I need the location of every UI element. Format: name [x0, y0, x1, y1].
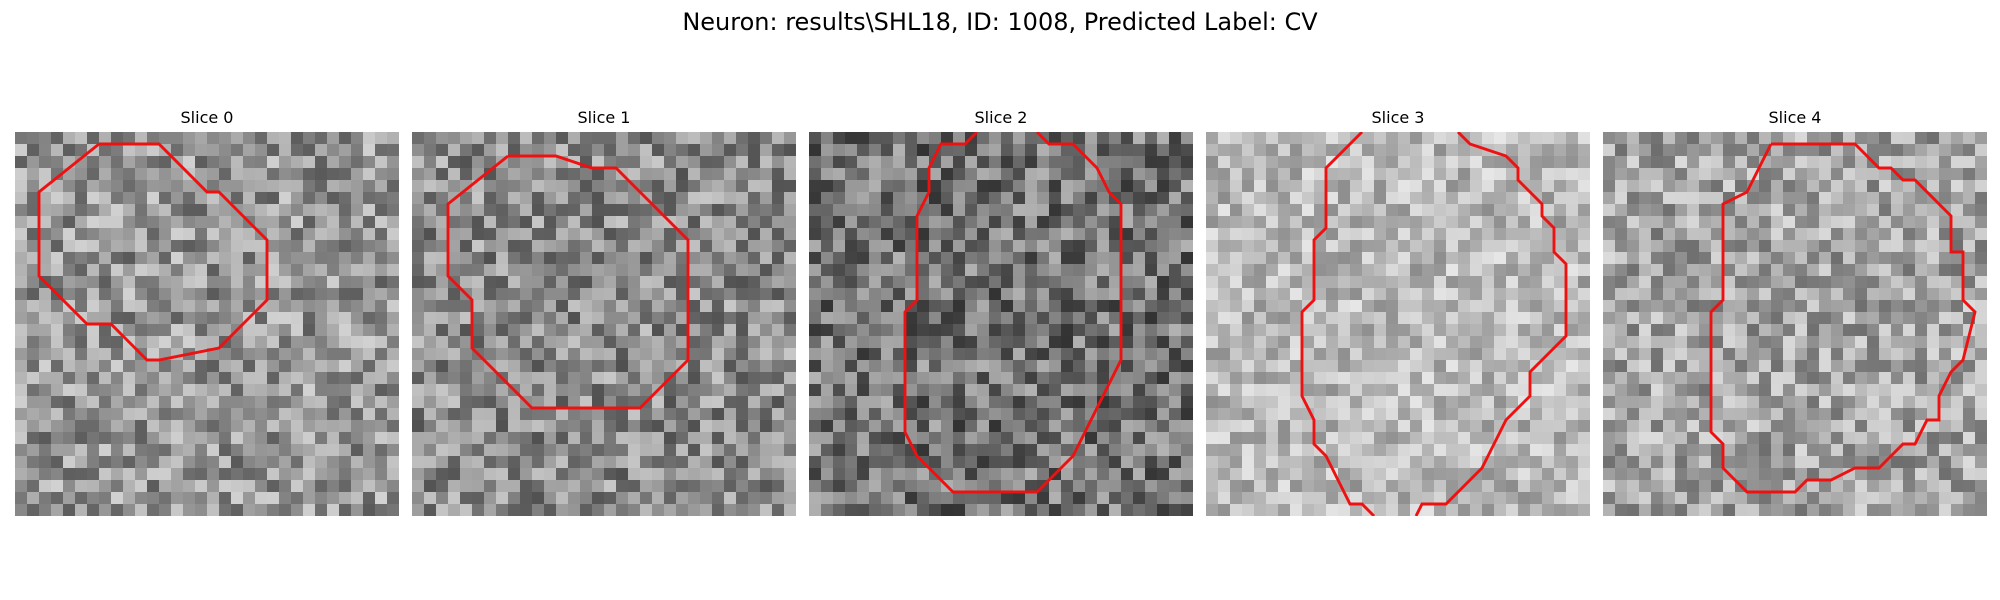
cell-contour	[1300, 132, 1376, 516]
pixel-grid	[809, 132, 1193, 516]
cell-contour	[1709, 142, 1977, 494]
slice-panel-4: Slice 4	[1603, 106, 1987, 516]
slice-panel-2: Slice 2	[809, 106, 1193, 516]
slice-title: Slice 4	[1768, 108, 1822, 127]
cell-contour	[903, 132, 1123, 494]
slice-panel-1: Slice 1	[412, 106, 796, 516]
figure-title: Neuron: results\SHL18, ID: 1008, Predict…	[682, 8, 1318, 36]
slice-title: Slice 1	[577, 108, 631, 127]
pixel-grid	[1603, 132, 1987, 516]
slice-image	[1603, 132, 1987, 516]
slice-title: Slice 3	[1371, 108, 1425, 127]
cell-contour	[446, 154, 690, 410]
slice-image	[412, 132, 796, 516]
pixel-grid	[1206, 132, 1590, 516]
slice-title: Slice 2	[974, 108, 1028, 127]
slice-image	[1206, 132, 1590, 516]
slice-panel-0: Slice 0	[15, 106, 399, 516]
pixel-grid	[412, 132, 796, 516]
slice-image	[15, 132, 399, 516]
cell-contour	[1414, 132, 1568, 516]
pixel-grid	[15, 132, 399, 516]
slice-image	[809, 132, 1193, 516]
slice-panel-3: Slice 3	[1206, 106, 1590, 516]
cell-contour	[37, 142, 269, 362]
slice-title: Slice 0	[180, 108, 234, 127]
